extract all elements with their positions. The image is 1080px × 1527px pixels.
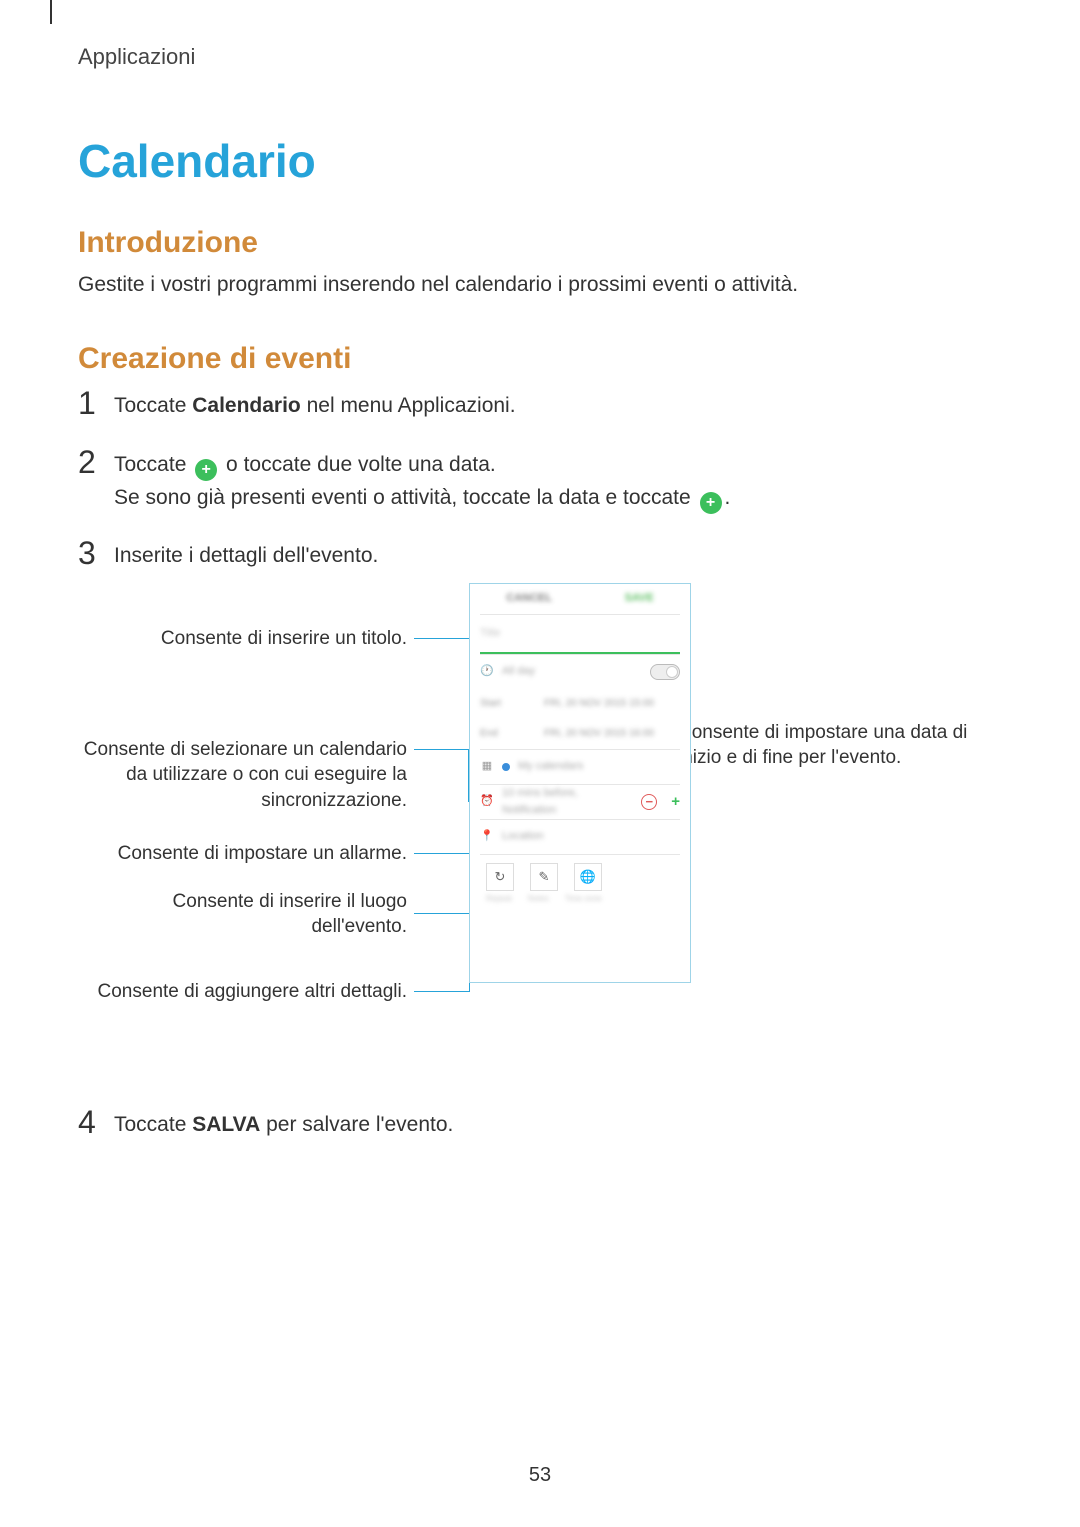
mock-alarm-text: 10 mins before, Notification: [502, 785, 633, 819]
section-heading-intro: Introduzione: [78, 226, 1002, 260]
step2-l1-post: o toccate due volte una data.: [220, 453, 496, 476]
step4-post: per salvare l'evento.: [260, 1113, 453, 1136]
timezone-icon: 🌐: [574, 863, 602, 891]
mock-b2: Notes: [528, 893, 549, 905]
add-icon: +: [671, 790, 680, 813]
callout-title: Consente di inserire un titolo.: [72, 626, 407, 652]
step-number: 4: [78, 1105, 114, 1140]
step4-bold: SALVA: [192, 1113, 260, 1136]
step-body: Toccate SALVA per salvare l'evento.: [114, 1105, 453, 1142]
mock-alarm-section: ⏰ 10 mins before, Notification − +: [480, 784, 680, 819]
breadcrumb: Applicazioni: [78, 44, 1002, 70]
mock-cancel: CANCEL: [506, 590, 552, 607]
mock-end-date: FRI, 20 NOV 2015 16:00: [518, 726, 680, 742]
alarm-icon: ⏰: [480, 795, 494, 809]
repeat-icon: ↻: [486, 863, 514, 891]
mock-b3: Time zone: [565, 893, 602, 905]
step2-l2-pre: Se sono già presenti eventi o attività, …: [114, 486, 697, 509]
notes-icon: ✎: [530, 863, 558, 891]
plus-icon: +: [700, 492, 722, 514]
page-content: Applicazioni Calendario Introduzione Ges…: [0, 0, 1080, 1163]
event-figure: Consente di inserire un titolo. Consente…: [114, 583, 1024, 1063]
step3-text: Inserite i dettagli dell'evento.: [114, 544, 378, 567]
calendar-icon: ▦: [480, 760, 494, 774]
pin-icon: 📍: [480, 830, 494, 844]
mock-allday: All day: [502, 663, 535, 680]
callout-dates: Consente di impostare una data di inizio…: [678, 720, 1013, 771]
callout-alarm: Consente di impostare un allarme.: [72, 841, 407, 867]
callout-details: Consente di aggiungere altri dettagli.: [72, 979, 407, 1005]
toggle-icon: [650, 664, 680, 680]
step-2: 2 Toccate + o toccate due volte una data…: [78, 445, 1002, 514]
step-4: 4 Toccate SALVA per salvare l'evento.: [78, 1105, 1002, 1142]
mock-header: CANCEL SAVE: [470, 584, 690, 614]
event-mock: CANCEL SAVE Title 🕐 All day: [469, 583, 691, 983]
callout-location: Consente di inserire il luogo dell'event…: [72, 889, 407, 940]
step2-l2-post: .: [725, 486, 731, 509]
clock-icon: 🕐: [480, 665, 494, 679]
leader-line: [414, 913, 470, 914]
steps-list: 1 Toccate Calendario nel menu Applicazio…: [78, 386, 1002, 1163]
mock-start-date: FRI, 20 NOV 2015 15:00: [518, 696, 680, 712]
step1-pre: Toccate: [114, 394, 192, 417]
step1-post: nel menu Applicazioni.: [301, 394, 516, 417]
mock-location: Location: [502, 828, 544, 845]
step-number: 2: [78, 445, 114, 480]
mock-calendar-section: ▦ My calendars: [480, 749, 680, 784]
mock-location-section: 📍 Location: [480, 819, 680, 854]
step-1: 1 Toccate Calendario nel menu Applicazio…: [78, 386, 1002, 423]
mock-start-label: Start: [480, 696, 510, 712]
step4-pre: Toccate: [114, 1113, 192, 1136]
remove-icon: −: [641, 794, 657, 810]
step-body: Toccate + o toccate due volte una data. …: [114, 445, 730, 514]
leader-line: [414, 991, 469, 992]
step-number: 1: [78, 386, 114, 421]
mock-bottom-section: ↻ ✎ 🌐 Repeat Notes Time zone: [480, 854, 680, 911]
callout-calendar-select: Consente di selezionare un calendario da…: [72, 737, 407, 814]
step2-l1-pre: Toccate: [114, 453, 192, 476]
mock-end-label: End: [480, 726, 510, 742]
step-number: 3: [78, 536, 114, 571]
step-body: Inserite i dettagli dell'evento. Consent…: [114, 536, 1024, 1083]
mock-title-placeholder: Title: [480, 625, 500, 642]
page-corner-mark: [50, 0, 52, 24]
plus-icon: +: [195, 459, 217, 481]
mock-b1: Repeat: [486, 893, 512, 905]
mock-title-field: Title: [480, 614, 680, 654]
leader-line: [414, 749, 469, 750]
intro-text: Gestite i vostri programmi inserendo nel…: [78, 270, 1002, 300]
mock-save: SAVE: [625, 590, 654, 607]
step-body: Toccate Calendario nel menu Applicazioni…: [114, 386, 516, 423]
calendar-dot-icon: [502, 763, 510, 771]
page-number: 53: [0, 1464, 1080, 1487]
mock-time-section: 🕐 All day Start FRI, 20 NOV 2015 15:00 E…: [480, 654, 680, 749]
section-heading-events: Creazione di eventi: [78, 342, 1002, 376]
page-title: Calendario: [78, 134, 1002, 188]
mock-calendar: My calendars: [518, 758, 583, 775]
step-3: 3 Inserite i dettagli dell'evento. Conse…: [78, 536, 1002, 1083]
step1-bold: Calendario: [192, 394, 301, 417]
